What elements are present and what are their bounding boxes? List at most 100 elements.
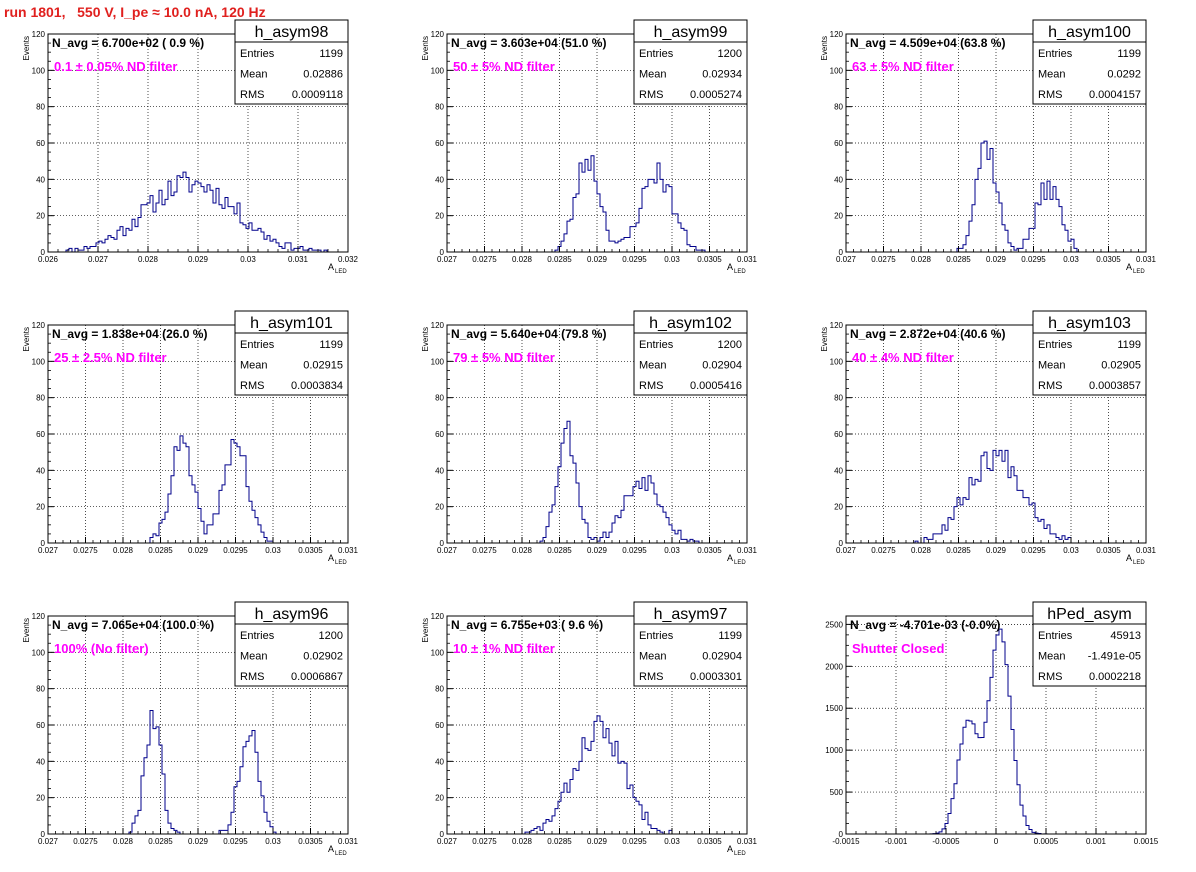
y-tick-label: 100 [32, 357, 46, 366]
stats-value: 0.02905 [1101, 360, 1141, 372]
stats-value: 1200 [319, 630, 343, 642]
x-axis-subscript: LED [734, 269, 746, 275]
y-tick-label: 40 [435, 757, 444, 766]
stats-label: Mean [240, 360, 268, 372]
x-tick-label: 0.03 [240, 255, 256, 264]
y-tick-label: 120 [431, 30, 445, 39]
y-tick-label: 60 [834, 430, 843, 439]
filter-label: Shutter Closed [852, 641, 945, 656]
x-tick-label: 0.0295 [622, 546, 647, 555]
stats-box [633, 19, 748, 105]
histogram-line [447, 155, 747, 253]
x-tick-label: 0.028 [113, 546, 134, 555]
x-tick-label: 0.031 [737, 546, 758, 555]
x-tick-label: 0.028 [512, 255, 533, 264]
y-tick-label: 40 [435, 175, 444, 184]
stats-box [1032, 19, 1147, 105]
y-tick-label: 60 [834, 139, 843, 148]
stats-label: Mean [240, 69, 268, 81]
x-tick-label: 0.0285 [148, 837, 173, 846]
y-tick-label: 20 [36, 503, 45, 512]
x-axis-subscript: LED [335, 851, 347, 857]
stats-value: 1199 [319, 48, 343, 60]
x-tick-label: 0.0305 [1096, 255, 1121, 264]
x-axis-title: A [727, 262, 733, 272]
x-tick-label: 0.0295 [223, 837, 248, 846]
y-axis-title: Events [22, 618, 31, 642]
x-axis-title: A [1126, 553, 1132, 563]
x-tick-label: 0.0305 [1096, 546, 1121, 555]
x-tick-label: 0.0275 [472, 255, 497, 264]
x-tick-label: 0.0295 [622, 837, 647, 846]
x-tick-label: 0.027 [88, 255, 109, 264]
x-axis-title: A [1126, 262, 1132, 272]
filter-label: 63 ± 5% ND filter [852, 59, 954, 74]
x-tick-label: 0.0275 [871, 255, 896, 264]
y-tick-label: 0 [440, 539, 445, 548]
y-tick-label: 120 [431, 321, 445, 330]
x-tick-label: 0.027 [437, 546, 458, 555]
x-tick-label: 0.031 [1136, 546, 1157, 555]
x-tick-label: 0.029 [188, 837, 209, 846]
x-tick-label: 0.027 [836, 546, 857, 555]
histogram-svg: 0.026 0.027 0.028 0.029 0.03 0.031 0.032 0 20 40 6… [22, 19, 359, 275]
stats-value: 1199 [718, 630, 742, 642]
histogram-pad-h_asym96: 0.027 0.0275 0.028 0.0285 0.029 0.0295 0.03 0.0… [0, 582, 398, 872]
y-tick-label: 20 [435, 503, 444, 512]
y-axis-title: Events [421, 327, 430, 351]
y-tick-label: 40 [834, 466, 843, 475]
stats-value: 1200 [718, 339, 742, 351]
stats-box [1032, 310, 1147, 396]
y-tick-label: 100 [32, 648, 46, 657]
navg-label: N_avg = 4.509e+04 (63.8 %) [850, 36, 1005, 50]
x-tick-label: 0.0285 [547, 255, 572, 264]
y-tick-label: 120 [32, 30, 46, 39]
y-tick-label: 0 [41, 830, 46, 839]
x-tick-label: 0.03 [664, 255, 680, 264]
stats-label: RMS [639, 380, 663, 392]
x-tick-label: 0.031 [1136, 255, 1157, 264]
x-tick-label: 0.027 [437, 255, 458, 264]
x-axis-title: A [328, 844, 334, 854]
x-tick-label: 0.0275 [871, 546, 896, 555]
x-tick-label: -0.001 [885, 837, 908, 846]
histogram-name: hPed_asym [1047, 606, 1132, 623]
stats-label: Mean [1038, 69, 1066, 81]
y-tick-label: 40 [435, 466, 444, 475]
navg-label: N_avg = 1.838e+04 (26.0 %) [52, 327, 207, 341]
histogram-pad-hPed_asym: -0.0015 -0.001 -0.0005 0 0.0005 0.001 0.0015 0 5… [798, 582, 1196, 872]
stats-value: 0.0009118 [292, 89, 343, 101]
x-tick-label: 0.029 [986, 255, 1007, 264]
x-tick-label: 0.0275 [472, 837, 497, 846]
y-tick-label: 80 [834, 103, 843, 112]
y-tick-label: 0 [839, 248, 844, 257]
histogram-svg: 0.027 0.0275 0.028 0.0285 0.029 0.0295 0.03 0.0… [820, 310, 1157, 566]
stats-value: 0.0003834 [291, 380, 343, 392]
x-tick-label: 0.0295 [223, 546, 248, 555]
x-tick-label: 0.0305 [697, 837, 722, 846]
stats-value: 1199 [1117, 48, 1141, 60]
y-tick-label: 40 [36, 757, 45, 766]
stats-value: 0.0003857 [1089, 380, 1141, 392]
x-axis-subscript: LED [1133, 269, 1145, 275]
x-axis-title: A [328, 262, 334, 272]
y-tick-label: 60 [36, 721, 45, 730]
x-tick-label: 0.027 [836, 255, 857, 264]
y-axis-title: Events [22, 327, 31, 351]
x-tick-label: 0.03 [265, 546, 281, 555]
y-tick-label: 20 [36, 212, 45, 221]
histogram-name: h_asym102 [649, 315, 732, 332]
y-tick-label: 120 [32, 612, 46, 621]
x-tick-label: 0.028 [113, 837, 134, 846]
x-tick-label: 0.028 [512, 546, 533, 555]
stats-label: Entries [1038, 48, 1073, 60]
histogram-pad-h_asym100: 0.027 0.0275 0.028 0.0285 0.029 0.0295 0.03 0.0… [798, 0, 1196, 290]
stats-label: Mean [1038, 360, 1066, 372]
x-axis-title: A [328, 553, 334, 563]
run-title: run 1801, 550 V, I_pe ≈ 10.0 nA, 120 Hz [4, 4, 266, 20]
x-tick-label: 0.0295 [622, 255, 647, 264]
x-tick-label: 0.031 [338, 546, 359, 555]
x-tick-label: 0.026 [38, 255, 59, 264]
histogram-svg: 0.027 0.0275 0.028 0.0285 0.029 0.0295 0.03 0.0… [22, 310, 359, 566]
stats-value: 0.02902 [303, 651, 343, 663]
